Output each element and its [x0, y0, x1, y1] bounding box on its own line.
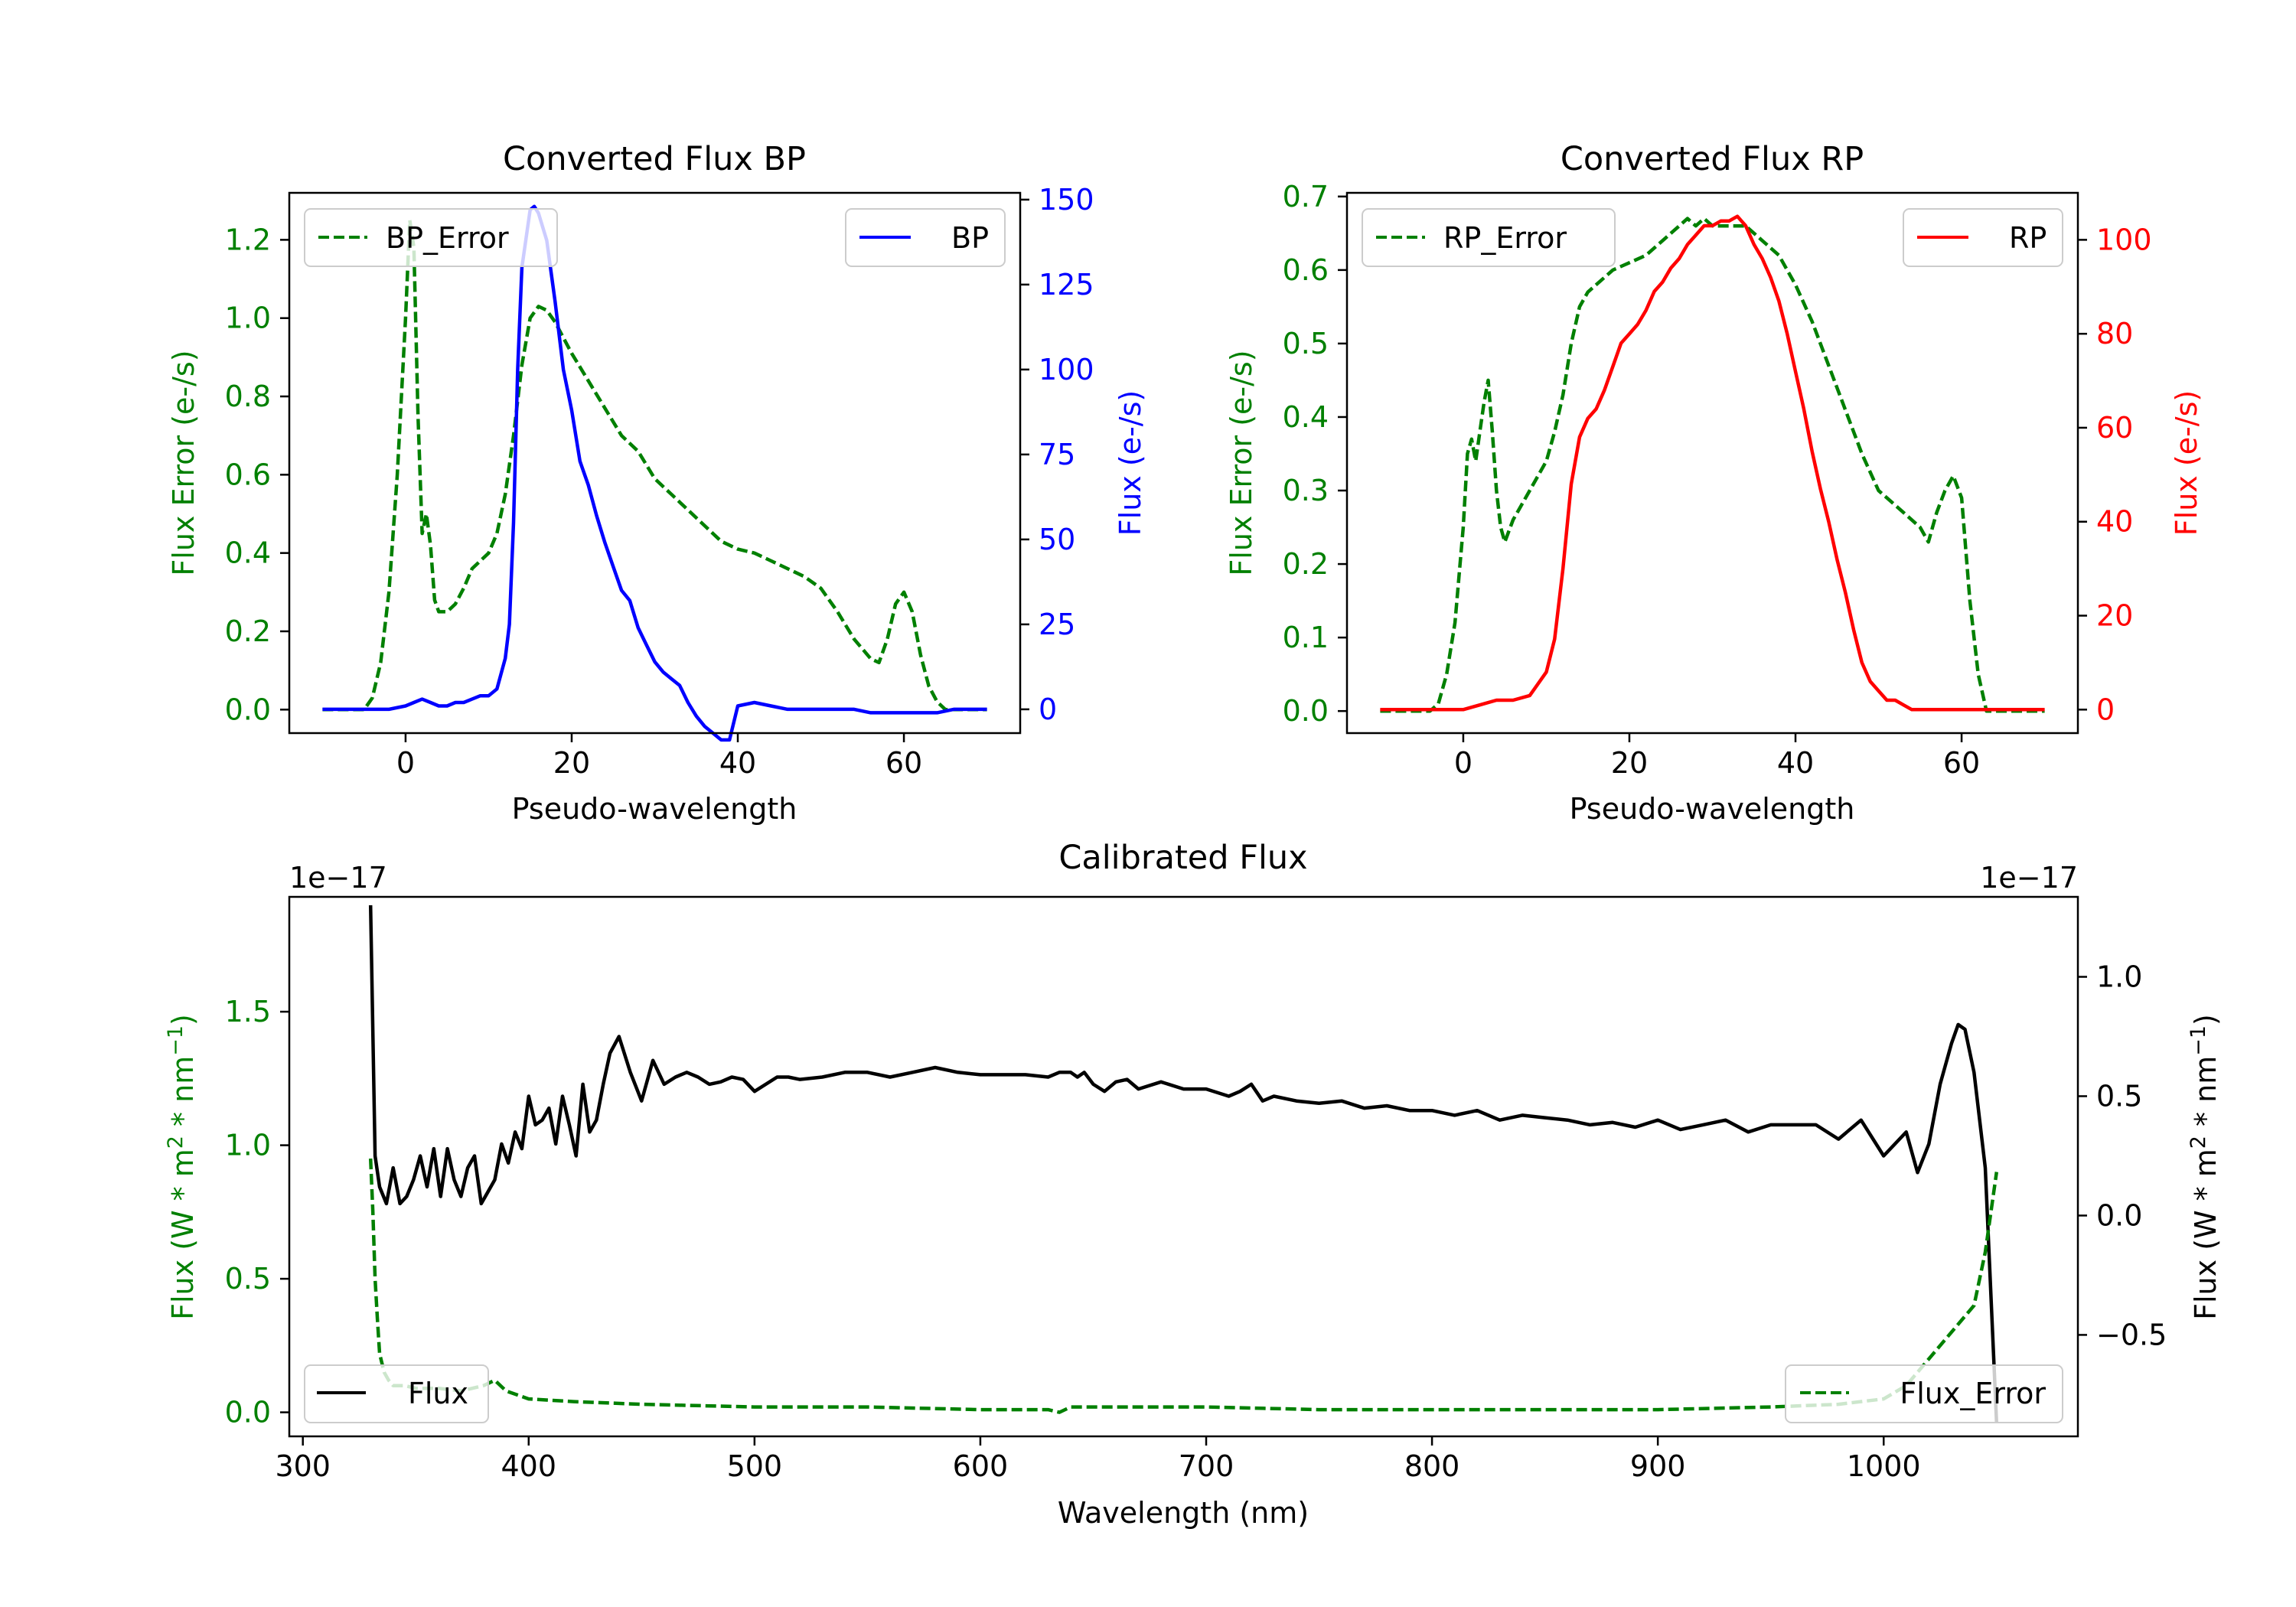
calibrated-y-right-tick-label: 0.5 — [2096, 1079, 2142, 1113]
calibrated-offset-right: 1e−17 — [1980, 861, 2078, 895]
calibrated-offset-left: 1e−17 — [289, 861, 387, 895]
calibrated-legend-error-label: Flux_Error — [1900, 1377, 2046, 1410]
calibrated-x-tick-label: 900 — [1630, 1449, 1686, 1483]
bp-x-tick-label: 60 — [885, 746, 922, 780]
rp-title: Converted Flux RP — [1561, 140, 1864, 178]
calibrated-x-tick-label: 800 — [1404, 1449, 1460, 1483]
bp-y-left-tick-label: 1.0 — [225, 302, 271, 335]
rp-y-left-tick-label: 0.7 — [1283, 180, 1329, 214]
bp-series-bp — [322, 204, 987, 742]
calibrated-y-right-tick-label: −0.5 — [2096, 1318, 2167, 1351]
calibrated-y-left-tick-label: 1.0 — [225, 1129, 271, 1162]
calibrated-x-tick-label: 700 — [1179, 1449, 1234, 1483]
rp-y-left-tick-label: 0.3 — [1283, 474, 1329, 507]
bp-y-right-tick-label: 25 — [1039, 608, 1075, 641]
bp-legend-error-label: BP_Error — [386, 221, 509, 255]
bp-y-axis-label-right: Flux (e-/s) — [1114, 390, 1147, 536]
bp-y-right-tick-label: 150 — [1039, 183, 1094, 217]
bp-y-right-tick-label: 0 — [1039, 693, 1057, 726]
calibrated-y-left-tick-label: 0.0 — [225, 1396, 271, 1429]
rp-y-right-tick-label: 80 — [2096, 317, 2133, 350]
bp-x-tick-label: 0 — [396, 746, 415, 780]
bp-series-bp-error — [322, 218, 987, 712]
rp-legend-flux: RP — [1903, 208, 2063, 267]
rp-y-right-tick-label: 100 — [2096, 223, 2152, 256]
calibrated-x-tick-label: 1000 — [1847, 1449, 1921, 1483]
calibrated-x-tick-label: 400 — [501, 1449, 557, 1483]
rp-y-left-tick-label: 0.5 — [1283, 327, 1329, 360]
bp-y-left-tick-label: 0.6 — [225, 458, 271, 491]
calibrated-y-axis-label-right: Flux (W * m2 * nm−1) — [2187, 1014, 2223, 1320]
calibrated-series-flux — [368, 905, 1999, 1423]
bp-y-right-tick-label: 100 — [1039, 353, 1094, 386]
calibrated-y-axis-label-left: Flux (W * m2 * nm−1) — [164, 1014, 200, 1320]
calibrated-y-right-tick-label: 0.0 — [2096, 1198, 2142, 1232]
rp-y-right-tick-label: 20 — [2096, 599, 2133, 633]
calibrated-x-tick-label: 500 — [727, 1449, 783, 1483]
bp-y-left-tick-label: 0.8 — [225, 380, 271, 413]
calibrated-y-left-tick-label: 0.5 — [225, 1262, 271, 1296]
bp-y-right-tick-label: 50 — [1039, 523, 1075, 556]
rp-legend-error: RP_Error — [1362, 208, 1616, 267]
rp-x-axis-label: Pseudo-wavelength — [1570, 792, 1855, 826]
rp-y-left-tick-label: 0.2 — [1283, 547, 1329, 581]
rp-y-axis-label-right: Flux (e-/s) — [2170, 390, 2203, 536]
rp-panel: Converted Flux RP 0 20 40 60 0.0 0.1 0.2 0.3 0.4… — [1225, 140, 2203, 826]
bp-panel: Converted Flux BP 0 20 40 60 0.0 0.2 0.4 0.6 0.8… — [167, 140, 1147, 826]
calibrated-y-right-tick-label: 1.0 — [2096, 960, 2142, 994]
calibrated-panel: Calibrated Flux 1e−17 1e−17 300 400 500 600… — [164, 839, 2223, 1530]
calibrated-legend-flux-label: Flux — [408, 1377, 468, 1410]
bp-y-right-tick-label: 75 — [1039, 438, 1075, 471]
calibrated-y-left-tick-label: 1.5 — [225, 995, 271, 1028]
calibrated-axes-frame — [288, 895, 2079, 1438]
calibrated-x-axis-label: Wavelength (nm) — [1058, 1496, 1309, 1530]
rp-y-right-tick-label: 40 — [2096, 505, 2133, 539]
rp-x-tick-label: 20 — [1611, 746, 1648, 780]
rp-legend-flux-label: RP — [2009, 221, 2047, 255]
rp-y-left-tick-label: 0.4 — [1283, 400, 1329, 434]
bp-y-left-tick-label: 0.2 — [225, 614, 271, 648]
rp-x-tick-label: 0 — [1454, 746, 1473, 780]
bp-y-left-tick-label: 0.0 — [225, 693, 271, 726]
calibrated-x-tick-label: 600 — [953, 1449, 1009, 1483]
bp-x-tick-label: 40 — [719, 746, 756, 780]
rp-x-tick-label: 60 — [1943, 746, 1980, 780]
rp-y-right-tick-label: 0 — [2096, 693, 2115, 726]
rp-series-rp-error — [1380, 217, 2045, 713]
rp-y-axis-label-left: Flux Error (e-/s) — [1225, 350, 1258, 575]
calibrated-title: Calibrated Flux — [1058, 839, 1307, 877]
rp-y-left-tick-label: 0.0 — [1283, 694, 1329, 728]
bp-legend-flux: BP — [845, 208, 1006, 267]
bp-title: Converted Flux BP — [503, 140, 806, 178]
rp-y-left-tick-label: 0.6 — [1283, 253, 1329, 287]
bp-axes-frame — [288, 191, 1022, 735]
bp-x-tick-label: 20 — [553, 746, 590, 780]
bp-y-left-tick-label: 1.2 — [225, 223, 271, 256]
rp-legend-error-label: RP_Error — [1443, 221, 1567, 255]
bp-legend-error: BP_Error — [304, 208, 558, 267]
rp-y-right-tick-label: 60 — [2096, 411, 2133, 445]
bp-y-left-tick-label: 0.4 — [225, 536, 271, 570]
bp-x-axis-label: Pseudo-wavelength — [512, 792, 797, 826]
bp-y-axis-label-left: Flux Error (e-/s) — [167, 350, 201, 575]
rp-y-left-tick-label: 0.1 — [1283, 621, 1329, 654]
rp-series-rp — [1380, 214, 2045, 712]
rp-x-tick-label: 40 — [1777, 746, 1814, 780]
bp-legend-flux-label: BP — [951, 221, 989, 255]
calibrated-legend-flux: Flux — [304, 1364, 489, 1423]
bp-y-right-tick-label: 125 — [1039, 268, 1094, 302]
calibrated-legend-error: Flux_Error — [1785, 1364, 2063, 1423]
calibrated-x-tick-label: 300 — [275, 1449, 331, 1483]
rp-axes-frame — [1345, 191, 2079, 735]
